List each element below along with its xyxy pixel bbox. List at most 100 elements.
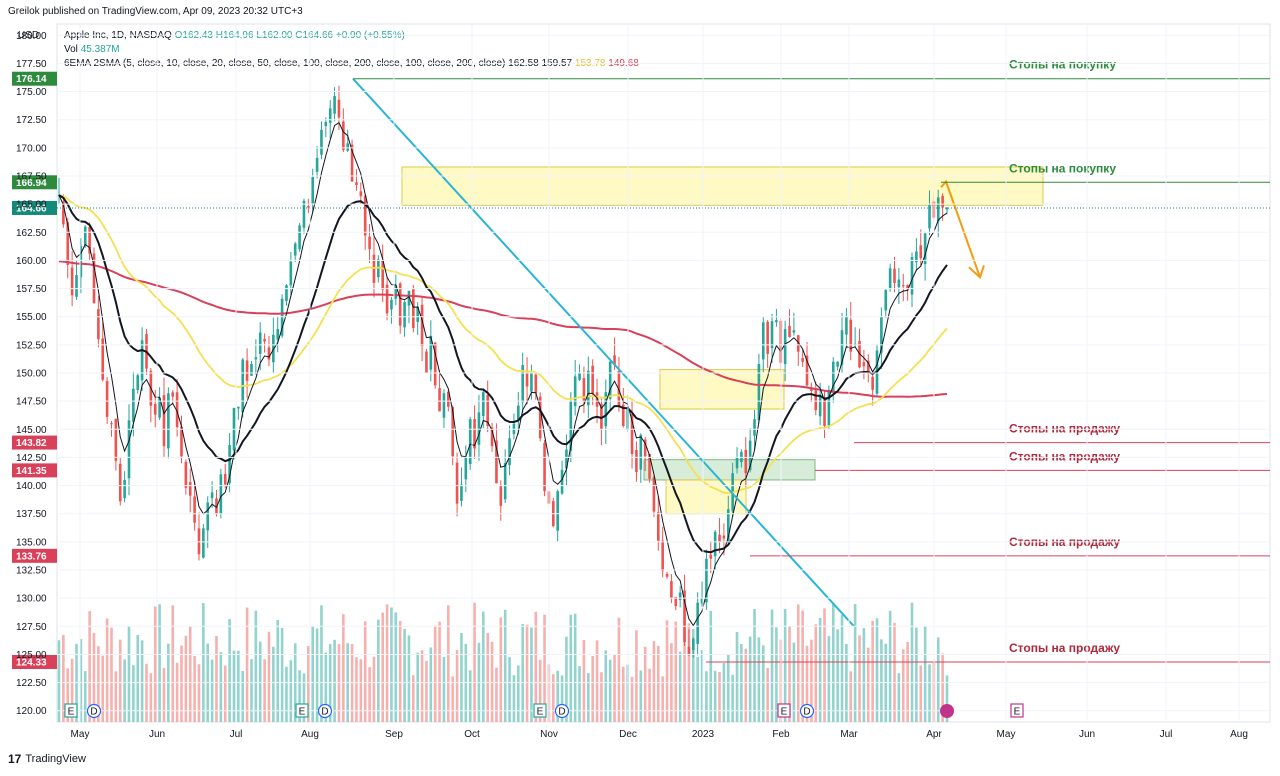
candle-body bbox=[678, 592, 682, 601]
volume-bar bbox=[245, 607, 249, 722]
candle-body bbox=[888, 268, 892, 290]
candle-body bbox=[127, 420, 131, 479]
candle-body bbox=[621, 404, 625, 426]
candle-body bbox=[219, 474, 223, 514]
volume-bar bbox=[127, 626, 131, 722]
x-axis[interactable]: May Jun Jul Aug Sep Oct Nov Dec 2023 Feb Mar Apr May… bbox=[71, 24, 1248, 740]
volume-bar bbox=[517, 665, 520, 722]
tradingview-logo-text: TradingView bbox=[25, 753, 86, 765]
candle-body bbox=[258, 332, 262, 354]
y-tick-label: 140.00 bbox=[16, 481, 47, 492]
candle-body bbox=[79, 245, 83, 278]
candle-body bbox=[223, 474, 227, 485]
price-tag bbox=[12, 435, 57, 450]
volume-bar bbox=[92, 632, 96, 722]
volume-bar bbox=[70, 658, 74, 722]
candle-body bbox=[823, 400, 826, 426]
candle-body bbox=[783, 329, 787, 365]
candle-body bbox=[595, 392, 599, 407]
volume-bar bbox=[285, 666, 288, 722]
candle-body bbox=[613, 355, 616, 366]
candle-body bbox=[451, 407, 455, 457]
candle-body bbox=[324, 121, 328, 127]
candle-body bbox=[75, 275, 78, 297]
volume-bar bbox=[468, 670, 472, 722]
candle-body bbox=[556, 491, 559, 531]
legend-volume-row[interactable]: Vol 45.387M bbox=[64, 44, 120, 55]
candle-body bbox=[315, 157, 319, 172]
candle-body bbox=[442, 393, 446, 418]
volume-bar bbox=[709, 610, 713, 722]
volume-bar bbox=[188, 626, 192, 722]
candle-body bbox=[648, 454, 651, 479]
y-tick-label: 132.50 bbox=[16, 566, 47, 577]
event-marker-label: D bbox=[558, 707, 565, 718]
candle-body bbox=[517, 405, 520, 420]
volume-bar bbox=[748, 636, 752, 722]
candle-body bbox=[840, 330, 844, 365]
candle-body bbox=[368, 236, 371, 250]
candle-body bbox=[884, 289, 888, 311]
volume-bar bbox=[608, 659, 612, 722]
y-axis[interactable]: 120.00 122.50 125.00 127.50 130.00 132.50 135.… bbox=[16, 31, 1270, 717]
y-tick-label: 120.00 bbox=[16, 706, 47, 717]
candle-body bbox=[333, 96, 336, 114]
candle-body bbox=[814, 390, 818, 411]
volume-bar bbox=[893, 622, 896, 722]
candle-body bbox=[263, 338, 266, 342]
volume-bar bbox=[753, 609, 756, 722]
volume-bar bbox=[495, 667, 498, 722]
candle-body bbox=[508, 438, 511, 466]
candle-body bbox=[473, 419, 476, 449]
volume-bar bbox=[237, 650, 240, 722]
candle-body bbox=[420, 304, 424, 346]
candle-body bbox=[101, 338, 105, 380]
volume-bar bbox=[110, 627, 113, 722]
candle-body bbox=[661, 540, 664, 572]
candle-body bbox=[346, 143, 350, 151]
volume-bar bbox=[228, 619, 231, 722]
volume-bar bbox=[648, 668, 651, 722]
volume-bar bbox=[97, 646, 100, 722]
x-tick-label: 2023 bbox=[692, 729, 715, 740]
volume-bar bbox=[875, 618, 879, 722]
candle-body bbox=[359, 191, 363, 197]
volume-bar bbox=[700, 650, 704, 722]
candle-body bbox=[604, 392, 608, 427]
volume-bar bbox=[560, 675, 564, 722]
volume-bar bbox=[499, 617, 503, 722]
candle-body bbox=[503, 463, 507, 500]
volume-bar bbox=[656, 645, 660, 722]
volume-bar bbox=[83, 671, 87, 722]
y-tick-label: 170.00 bbox=[16, 143, 47, 154]
zones-layer bbox=[401, 166, 1044, 515]
volume-bar bbox=[197, 664, 201, 722]
candle-body bbox=[915, 251, 918, 263]
candle-body bbox=[700, 598, 704, 604]
candle-body bbox=[66, 222, 70, 265]
ema-slow-line bbox=[58, 194, 948, 554]
volume-bar bbox=[788, 626, 791, 722]
levels-layer[interactable]: 176.14 166.94 164.66 143.82 141.35 133.76 124.… bbox=[12, 58, 1270, 669]
volume-bar bbox=[503, 609, 507, 722]
x-tick-label: May bbox=[71, 729, 90, 740]
candle-body bbox=[162, 394, 166, 447]
candle-body bbox=[460, 484, 463, 501]
volume-bar bbox=[591, 656, 594, 722]
candle-body bbox=[718, 534, 721, 542]
candle-body bbox=[936, 197, 940, 222]
tradingview-logo[interactable]: 17 TradingView bbox=[8, 752, 86, 766]
volume-bar bbox=[368, 667, 371, 722]
volume-bar bbox=[643, 646, 647, 722]
x-tick-label: May bbox=[997, 729, 1016, 740]
candle-body bbox=[635, 449, 638, 473]
candle-body bbox=[70, 267, 74, 296]
dividend-marker bbox=[799, 703, 815, 719]
volume-bar bbox=[359, 659, 363, 722]
volume-bar bbox=[363, 621, 367, 722]
volume-bar bbox=[390, 607, 393, 722]
candle-body bbox=[486, 394, 489, 426]
earnings-marker bbox=[533, 703, 547, 718]
